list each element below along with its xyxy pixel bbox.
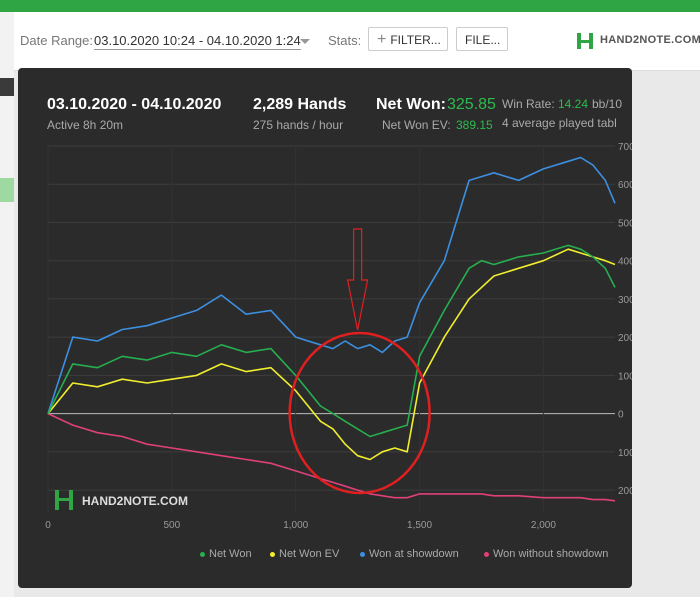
legend-non-showdown[interactable]: Won without showdown bbox=[484, 548, 608, 560]
win-rate-value: 14.24 bbox=[558, 97, 589, 111]
series-line-net_won bbox=[47, 244, 616, 438]
stats-hands-per-hour: 275 hands / hour bbox=[253, 118, 344, 132]
y-tick-label: 600 bbox=[618, 180, 632, 191]
logo-text: HAND2NOTE.COM bbox=[600, 34, 700, 46]
file-button-label: FILE... bbox=[465, 33, 501, 47]
legend-dot bbox=[200, 551, 205, 557]
y-tick-label: 300 bbox=[618, 295, 632, 306]
legend-net-won-ev[interactable]: Net Won EV bbox=[270, 548, 339, 560]
x-tick-label: 0 bbox=[45, 520, 51, 531]
x-tick-label: 1,500 bbox=[407, 520, 432, 531]
y-tick-label: 500 bbox=[618, 218, 632, 229]
y-tick-label: 100 bbox=[618, 448, 632, 459]
filter-button[interactable]: + FILTER... bbox=[368, 27, 448, 51]
left-strip-highlight bbox=[0, 178, 14, 202]
net-won-value: 325.85 bbox=[447, 96, 496, 113]
y-tick-label: 200 bbox=[618, 333, 632, 344]
avg-tables: 4 average played tabl bbox=[502, 116, 617, 130]
series-line-showdown bbox=[47, 156, 616, 414]
y-tick-label: 700 bbox=[618, 142, 632, 153]
date-range-select[interactable]: 03.10.2020 10:24 - 04.10.2020 1:24 bbox=[94, 33, 301, 50]
legend-net-won[interactable]: Net Won bbox=[200, 548, 252, 560]
watermark-text: HAND2NOTE.COM bbox=[82, 494, 189, 508]
net-won-label: Net Won: bbox=[376, 96, 446, 113]
logo-icon bbox=[577, 33, 593, 49]
filter-button-label: FILTER... bbox=[390, 33, 441, 47]
stats-dates: 03.10.2020 - 04.10.2020 bbox=[47, 96, 222, 113]
legend-label: Net Won bbox=[209, 548, 252, 560]
y-tick-label: 100 bbox=[618, 371, 632, 382]
x-tick-label: 2,000 bbox=[531, 520, 556, 531]
x-tick-label: 500 bbox=[164, 520, 181, 531]
stats-label: Stats: bbox=[328, 33, 362, 48]
y-tick-label: 400 bbox=[618, 257, 632, 268]
header: Date Range: 03.10.2020 10:24 - 04.10.202… bbox=[14, 12, 700, 71]
net-won-ev-value: 389.15 bbox=[456, 118, 493, 132]
y-tick-label: 200 bbox=[618, 486, 632, 497]
file-button[interactable]: FILE... bbox=[456, 27, 508, 51]
date-range-label: Date Range: bbox=[20, 33, 93, 48]
annotation-circle bbox=[288, 331, 431, 495]
legend-dot bbox=[360, 551, 365, 557]
series-line-net_won_ev bbox=[47, 248, 616, 461]
series-line-non_showdown bbox=[47, 412, 616, 502]
annotation-arrow bbox=[346, 228, 369, 331]
win-rate-label: Win Rate: bbox=[502, 97, 555, 111]
legend-showdown[interactable]: Won at showdown bbox=[360, 548, 459, 560]
line-chart: 700 600 500 400 300 200 100 0 100 200 0 500 1,000 1,5… bbox=[45, 142, 632, 531]
legend-dot bbox=[484, 551, 489, 557]
plus-icon: + bbox=[377, 31, 387, 48]
net-won-ev-label: Net Won EV: bbox=[382, 118, 451, 132]
chart-panel: 03.10.2020 - 04.10.2020 Active 8h 20m 2,… bbox=[18, 68, 632, 588]
legend-dot bbox=[270, 551, 275, 557]
x-tick-label: 1,000 bbox=[283, 520, 308, 531]
top-bar bbox=[0, 0, 700, 12]
chevron-down-icon[interactable] bbox=[300, 39, 310, 44]
stats-active: Active 8h 20m bbox=[47, 118, 124, 132]
legend-label: Won without showdown bbox=[493, 548, 609, 560]
y-tick-label: 0 bbox=[618, 410, 624, 421]
left-strip bbox=[0, 12, 14, 597]
left-strip-dark bbox=[0, 78, 14, 96]
win-rate-unit: bb/10 bbox=[592, 97, 623, 111]
stats-hands: 2,289 Hands bbox=[253, 96, 347, 113]
watermark-logo-icon bbox=[55, 490, 73, 510]
legend-label: Net Won EV bbox=[279, 548, 340, 560]
legend-label: Won at showdown bbox=[369, 548, 459, 560]
